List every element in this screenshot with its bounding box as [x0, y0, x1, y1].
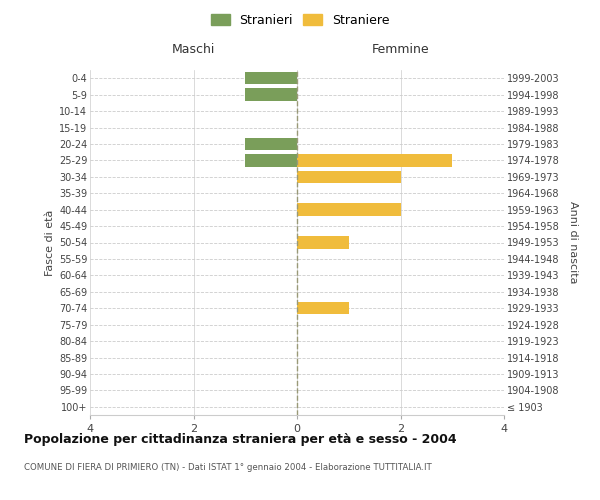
Bar: [245, 138, 297, 150]
Bar: [297, 154, 452, 166]
Y-axis label: Fasce di età: Fasce di età: [44, 210, 55, 276]
Bar: [245, 72, 297, 85]
Bar: [297, 236, 349, 248]
Bar: [245, 154, 297, 166]
Legend: Stranieri, Straniere: Stranieri, Straniere: [208, 11, 392, 29]
Text: Maschi: Maschi: [172, 43, 215, 56]
Bar: [297, 204, 401, 216]
Bar: [245, 88, 297, 101]
Text: COMUNE DI FIERA DI PRIMIERO (TN) - Dati ISTAT 1° gennaio 2004 - Elaborazione TUT: COMUNE DI FIERA DI PRIMIERO (TN) - Dati …: [24, 462, 432, 471]
Y-axis label: Anni di nascita: Anni di nascita: [568, 201, 578, 284]
Bar: [297, 170, 401, 183]
Bar: [297, 302, 349, 314]
Text: Popolazione per cittadinanza straniera per età e sesso - 2004: Popolazione per cittadinanza straniera p…: [24, 432, 457, 446]
Text: Femmine: Femmine: [371, 43, 430, 56]
